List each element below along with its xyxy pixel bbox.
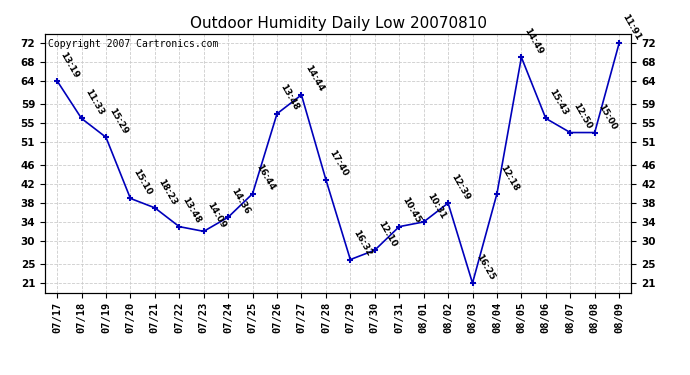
Text: 16:44: 16:44 bbox=[254, 163, 276, 192]
Text: 14:09: 14:09 bbox=[205, 201, 227, 230]
Text: 14:44: 14:44 bbox=[303, 64, 325, 93]
Text: 11:91: 11:91 bbox=[620, 12, 642, 42]
Text: 12:50: 12:50 bbox=[571, 102, 593, 131]
Text: 12:10: 12:10 bbox=[376, 220, 398, 249]
Text: 18:23: 18:23 bbox=[156, 177, 178, 206]
Text: 13:48: 13:48 bbox=[181, 196, 203, 225]
Text: 14:36: 14:36 bbox=[230, 186, 252, 216]
Text: 16:25: 16:25 bbox=[474, 252, 496, 282]
Text: 15:43: 15:43 bbox=[547, 88, 569, 117]
Text: 12:18: 12:18 bbox=[498, 163, 520, 192]
Text: 14:49: 14:49 bbox=[523, 26, 545, 56]
Text: 17:40: 17:40 bbox=[327, 149, 349, 178]
Text: 16:32: 16:32 bbox=[352, 229, 374, 258]
Title: Outdoor Humidity Daily Low 20070810: Outdoor Humidity Daily Low 20070810 bbox=[190, 16, 486, 31]
Text: 12:39: 12:39 bbox=[449, 172, 472, 202]
Text: Copyright 2007 Cartronics.com: Copyright 2007 Cartronics.com bbox=[48, 39, 218, 49]
Text: 13:19: 13:19 bbox=[59, 50, 81, 80]
Text: 10:45: 10:45 bbox=[401, 196, 423, 225]
Text: 15:29: 15:29 bbox=[108, 106, 130, 136]
Text: 10:31: 10:31 bbox=[425, 191, 447, 220]
Text: 13:48: 13:48 bbox=[278, 83, 301, 112]
Text: 11:33: 11:33 bbox=[83, 88, 105, 117]
Text: 15:00: 15:00 bbox=[596, 102, 618, 131]
Text: 15:10: 15:10 bbox=[132, 168, 154, 197]
